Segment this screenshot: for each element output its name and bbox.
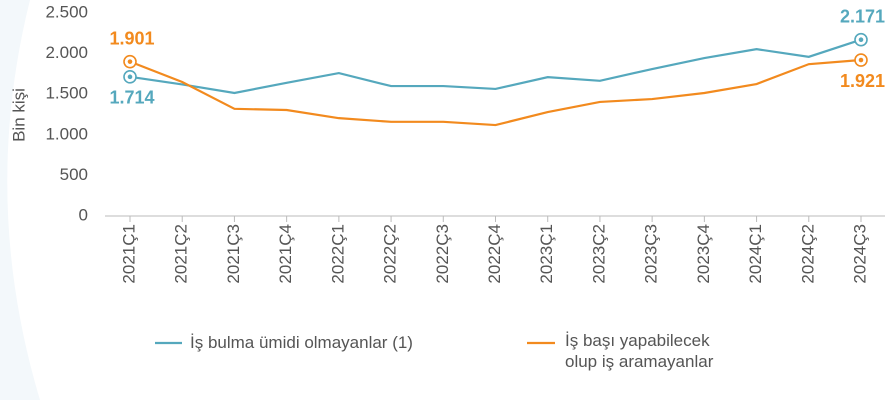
point [858, 57, 864, 63]
x-tick-label: 2023Ç4 [694, 224, 713, 284]
x-tick-label: 2023Ç3 [642, 224, 661, 284]
x-tick-label: 2021Ç2 [172, 224, 191, 284]
x-tick-label: 2023Ç2 [589, 224, 608, 284]
data-label: 1.901 [109, 28, 154, 48]
x-tick-label: 2022Ç1 [328, 224, 347, 284]
data-label: 1.714 [109, 88, 154, 108]
y-tick-label: 500 [60, 165, 88, 184]
data-label: 2.171 [840, 6, 885, 26]
x-tick-label: 2024Ç2 [798, 224, 817, 284]
x-tick-label: 2023Ç1 [537, 224, 556, 284]
x-tick-label: 2022Ç4 [485, 224, 504, 284]
point [127, 59, 133, 64]
line [129, 38, 862, 95]
x-tick-label: 2024Ç1 [746, 224, 765, 284]
y-tick-label: 2.500 [45, 2, 88, 21]
x-tick-label: 2021Ç3 [224, 224, 243, 284]
y-tick-label: 1.000 [45, 124, 88, 143]
y-axis-label: Bin kişi [9, 88, 28, 142]
y-tick-label: 1.500 [45, 84, 88, 103]
x-tick-label: 2024Ç3 [850, 224, 869, 284]
x-tick-label: 2022Ç3 [433, 224, 452, 284]
x-tick-label: 2021Ç4 [276, 224, 295, 284]
y-tick-label: 0 [79, 205, 88, 224]
y-tick-label: 2.000 [45, 43, 88, 62]
data-label: 1.921 [840, 71, 885, 91]
background-arc [0, 0, 40, 400]
legend-label: İş bulma ümidi olmayanlar (1) [190, 333, 413, 352]
x-tick-label: 2022Ç2 [381, 224, 400, 284]
point [127, 74, 133, 80]
point [858, 37, 864, 43]
line [129, 58, 862, 127]
x-tick-label: 2021Ç1 [119, 224, 138, 284]
legend-label: İş başı yapabilecek olup iş aramayanlar [565, 331, 714, 371]
